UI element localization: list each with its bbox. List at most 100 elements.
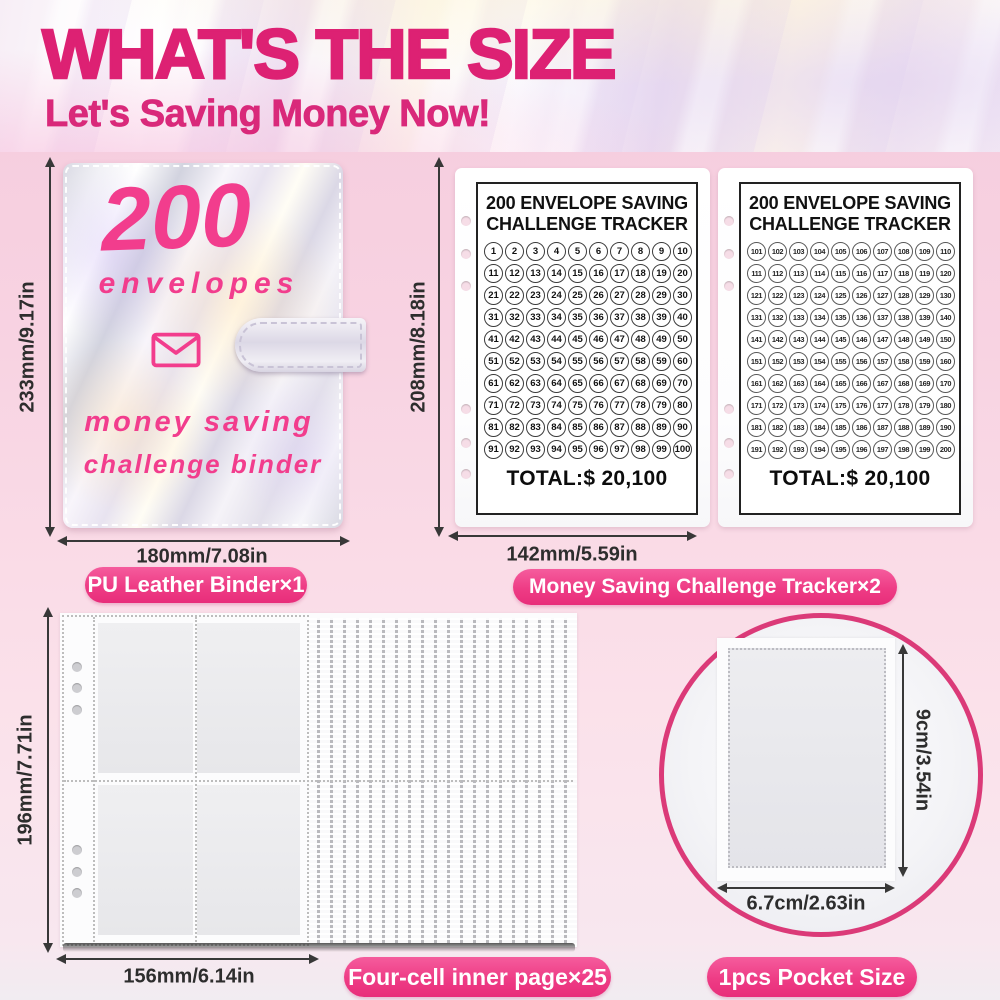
tracker-number: 195 <box>831 440 850 459</box>
tracker-number: 185 <box>831 418 850 437</box>
tracker-number: 171 <box>747 396 766 415</box>
inner-page-caption-pill: Four-cell inner page×25 <box>344 957 611 997</box>
tracker-number: 90 <box>673 418 692 437</box>
tracker-number: 47 <box>610 330 629 349</box>
tracker-number: 199 <box>915 440 934 459</box>
tracker-number: 30 <box>673 286 692 305</box>
tracker-number: 86 <box>589 418 608 437</box>
tracker-number: 150 <box>936 330 955 349</box>
tracker-number: 51 <box>484 352 503 371</box>
tracker-number: 4 <box>547 242 566 261</box>
tracker-number: 132 <box>768 308 787 327</box>
tracker-number: 65 <box>568 374 587 393</box>
tracker-number: 8 <box>631 242 650 261</box>
tracker-number: 159 <box>915 352 934 371</box>
tracker-number: 116 <box>852 264 871 283</box>
tracker-number: 38 <box>631 308 650 327</box>
tracker-number: 16 <box>589 264 608 283</box>
tracker-number: 165 <box>831 374 850 393</box>
binder-hole <box>724 249 734 259</box>
tracker-number: 197 <box>873 440 892 459</box>
tracker-number: 34 <box>547 308 566 327</box>
tracker-number: 119 <box>915 264 934 283</box>
tracker-number: 22 <box>505 286 524 305</box>
tracker-number: 12 <box>505 264 524 283</box>
tracker-number: 151 <box>747 352 766 371</box>
tracker-number: 111 <box>747 264 766 283</box>
tracker-number: 155 <box>831 352 850 371</box>
tracker-number: 193 <box>789 440 808 459</box>
tracker-number: 105 <box>831 242 850 261</box>
tracker-number: 174 <box>810 396 829 415</box>
tracker-number: 188 <box>894 418 913 437</box>
tracker-number: 10 <box>673 242 692 261</box>
tracker-number: 156 <box>852 352 871 371</box>
tracker-number: 189 <box>915 418 934 437</box>
tracker-number: 146 <box>852 330 871 349</box>
binder-hole <box>72 888 82 898</box>
tracker-number: 50 <box>673 330 692 349</box>
tracker-number: 131 <box>747 308 766 327</box>
tracker-number: 173 <box>789 396 808 415</box>
tracker-number: 13 <box>526 264 545 283</box>
tracker-number: 59 <box>652 352 671 371</box>
tracker-number: 99 <box>652 440 671 459</box>
tracker-number: 48 <box>631 330 650 349</box>
tracker-height-label: 208mm/8.18in <box>407 281 430 413</box>
tracker-number: 68 <box>631 374 650 393</box>
tracker-title-line2: CHALLENGE TRACKER <box>749 214 951 234</box>
tracker-number: 198 <box>894 440 913 459</box>
binder-envelopes-text: envelopes <box>98 267 300 300</box>
tracker-number: 82 <box>505 418 524 437</box>
tracker-number: 135 <box>831 308 850 327</box>
tracker-number: 194 <box>810 440 829 459</box>
tracker-number: 3 <box>526 242 545 261</box>
tracker-number: 101 <box>747 242 766 261</box>
tracker-number: 153 <box>789 352 808 371</box>
tracker-number: 124 <box>810 286 829 305</box>
tracker-number: 39 <box>652 308 671 327</box>
binder-hole <box>461 404 471 414</box>
tracker-number: 118 <box>894 264 913 283</box>
binder-clasp <box>235 318 366 372</box>
tracker-number: 121 <box>747 286 766 305</box>
tracker-number: 96 <box>589 440 608 459</box>
tracker-number: 137 <box>873 308 892 327</box>
tracker-number: 92 <box>505 440 524 459</box>
tracker-number: 140 <box>936 308 955 327</box>
tracker-number: 179 <box>915 396 934 415</box>
tracker-number: 157 <box>873 352 892 371</box>
tracker-number: 115 <box>831 264 850 283</box>
tracker-number: 127 <box>873 286 892 305</box>
tracker-number: 15 <box>568 264 587 283</box>
tracker-number: 46 <box>589 330 608 349</box>
tracker-title-line2: CHALLENGE TRACKER <box>486 214 688 234</box>
binder-hole <box>72 662 82 672</box>
holographic-banner <box>0 0 1000 152</box>
tracker-number: 106 <box>852 242 871 261</box>
tracker-number: 63 <box>526 374 545 393</box>
tracker-number: 107 <box>873 242 892 261</box>
tracker-number: 176 <box>852 396 871 415</box>
tracker-width-arrow <box>448 531 697 541</box>
binder-hole <box>724 281 734 291</box>
tracker-number: 126 <box>852 286 871 305</box>
tracker-number: 148 <box>894 330 913 349</box>
binder-height-label: 233mm/9.17in <box>16 281 39 413</box>
tracker-number: 117 <box>873 264 892 283</box>
inner-page-height-arrow <box>43 607 53 953</box>
tracker-number: 120 <box>936 264 955 283</box>
pocket-caption-pill: 1pcs Pocket Size <box>707 957 917 997</box>
tracker-number: 108 <box>894 242 913 261</box>
binder-hole <box>72 845 82 855</box>
tracker-title-line1: 200 ENVELOPE SAVING <box>486 193 688 213</box>
tracker-number: 141 <box>747 330 766 349</box>
tracker-number: 62 <box>505 374 524 393</box>
tracker-number: 78 <box>631 396 650 415</box>
tracker-number: 186 <box>852 418 871 437</box>
binder-hole <box>461 438 471 448</box>
tracker-number: 163 <box>789 374 808 393</box>
tracker-number: 58 <box>631 352 650 371</box>
